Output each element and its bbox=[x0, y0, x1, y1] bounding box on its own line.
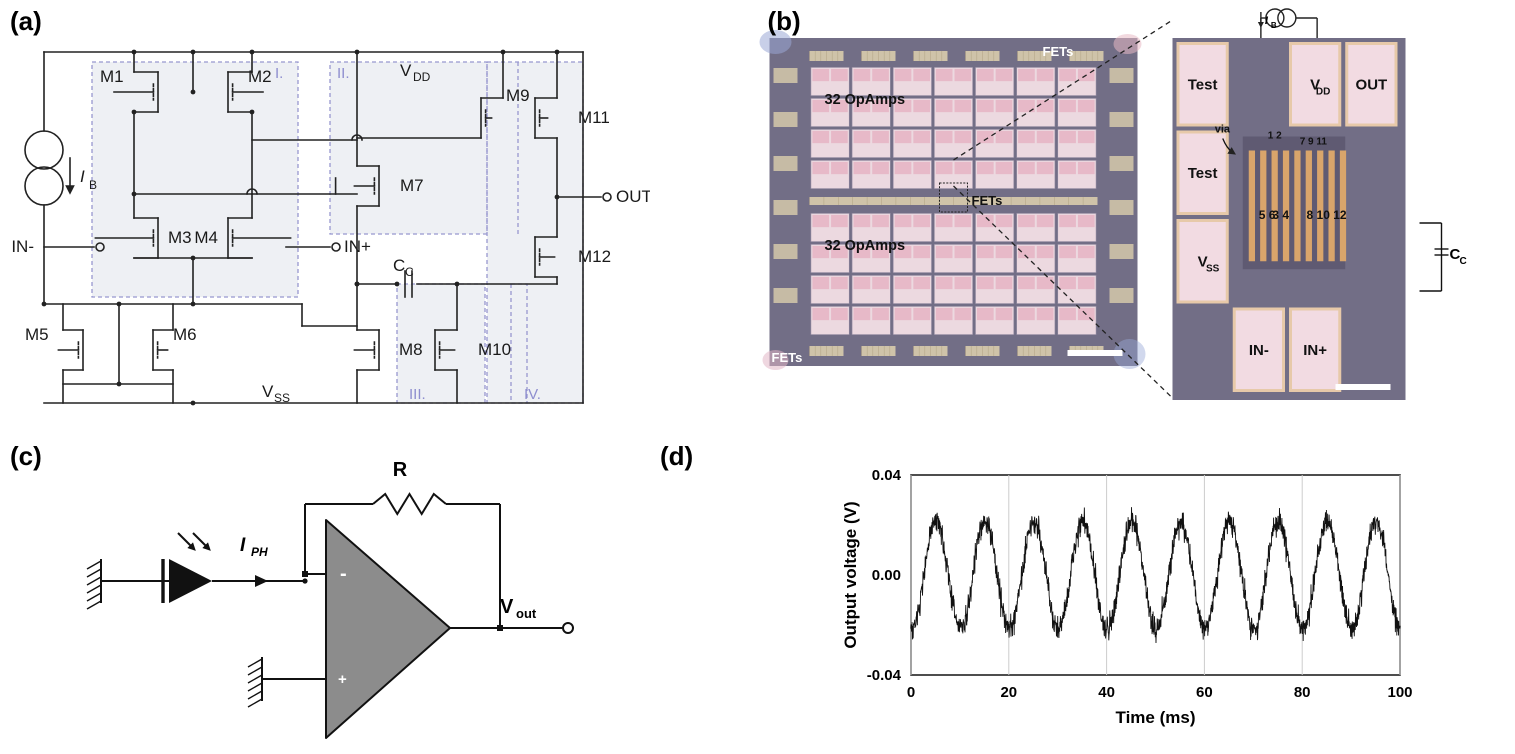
svg-text:M6: M6 bbox=[173, 325, 197, 344]
svg-text:Test: Test bbox=[1188, 165, 1218, 182]
svg-text:M7: M7 bbox=[400, 176, 424, 195]
svg-text:IV.: IV. bbox=[524, 386, 541, 403]
svg-text:I: I bbox=[1265, 15, 1269, 27]
svg-text:M10: M10 bbox=[478, 340, 511, 359]
svg-text:FETs: FETs bbox=[772, 350, 803, 365]
svg-text:I.: I. bbox=[275, 65, 283, 82]
svg-text:V: V bbox=[400, 61, 412, 80]
svg-text:-0.04: -0.04 bbox=[867, 667, 902, 684]
svg-text:100: 100 bbox=[1387, 684, 1412, 701]
svg-text:Test: Test bbox=[1188, 76, 1218, 93]
svg-text:M3: M3 bbox=[168, 228, 192, 247]
svg-text:M4: M4 bbox=[194, 228, 218, 247]
svg-text:(a): (a) bbox=[10, 6, 42, 36]
svg-text:via: via bbox=[1215, 124, 1231, 136]
svg-text:B: B bbox=[89, 178, 97, 192]
svg-text:40: 40 bbox=[1098, 684, 1115, 701]
svg-text:M9: M9 bbox=[506, 86, 530, 105]
svg-text:R: R bbox=[393, 459, 408, 481]
svg-text:C: C bbox=[405, 265, 414, 279]
svg-text:20: 20 bbox=[1000, 684, 1017, 701]
svg-text:DD: DD bbox=[1316, 86, 1330, 97]
svg-text:Output voltage (V): Output voltage (V) bbox=[841, 501, 860, 648]
svg-text:M1: M1 bbox=[100, 67, 124, 86]
svg-text:60: 60 bbox=[1196, 684, 1213, 701]
svg-text:B: B bbox=[1271, 21, 1277, 30]
svg-text:III.: III. bbox=[409, 386, 426, 403]
svg-text:80: 80 bbox=[1294, 684, 1311, 701]
svg-text:V: V bbox=[262, 382, 274, 401]
svg-text:Time (ms): Time (ms) bbox=[1116, 708, 1196, 727]
svg-text:FETs: FETs bbox=[972, 193, 1003, 208]
svg-text:IN+: IN+ bbox=[1303, 342, 1327, 359]
svg-text:SS: SS bbox=[274, 391, 290, 405]
svg-text:32 OpAmps: 32 OpAmps bbox=[825, 238, 906, 254]
svg-text:I: I bbox=[80, 167, 85, 186]
svg-text:32 OpAmps: 32 OpAmps bbox=[825, 92, 906, 108]
svg-text:3 4: 3 4 bbox=[1272, 208, 1289, 222]
svg-text:(c): (c) bbox=[10, 441, 42, 471]
svg-text:+: + bbox=[338, 671, 347, 688]
svg-text:1 2: 1 2 bbox=[1268, 131, 1282, 142]
svg-text:M8: M8 bbox=[399, 340, 423, 359]
svg-text:out: out bbox=[516, 606, 537, 621]
svg-text:(d): (d) bbox=[660, 441, 693, 471]
svg-text:DD: DD bbox=[413, 70, 431, 84]
svg-text:SS: SS bbox=[1206, 263, 1220, 274]
svg-text:V: V bbox=[500, 596, 514, 618]
svg-text:8 10 12: 8 10 12 bbox=[1307, 208, 1347, 222]
svg-text:OUT: OUT bbox=[616, 187, 650, 206]
svg-text:0.00: 0.00 bbox=[872, 567, 901, 584]
svg-text:II.: II. bbox=[337, 65, 350, 82]
svg-text:IN-: IN- bbox=[11, 237, 34, 256]
svg-text:C: C bbox=[1460, 256, 1467, 267]
svg-text:7 9 11: 7 9 11 bbox=[1300, 137, 1328, 148]
svg-text:PH: PH bbox=[251, 545, 268, 559]
svg-text:(b): (b) bbox=[768, 6, 801, 36]
svg-text:C: C bbox=[393, 256, 405, 275]
svg-text:0.04: 0.04 bbox=[872, 467, 902, 484]
svg-text:I: I bbox=[240, 535, 246, 556]
svg-text:0: 0 bbox=[907, 684, 915, 701]
svg-text:FETs: FETs bbox=[1043, 44, 1074, 59]
svg-text:M5: M5 bbox=[25, 325, 49, 344]
svg-text:OUT: OUT bbox=[1356, 76, 1388, 93]
svg-text:-: - bbox=[340, 563, 347, 585]
svg-text:IN-: IN- bbox=[1249, 342, 1269, 359]
